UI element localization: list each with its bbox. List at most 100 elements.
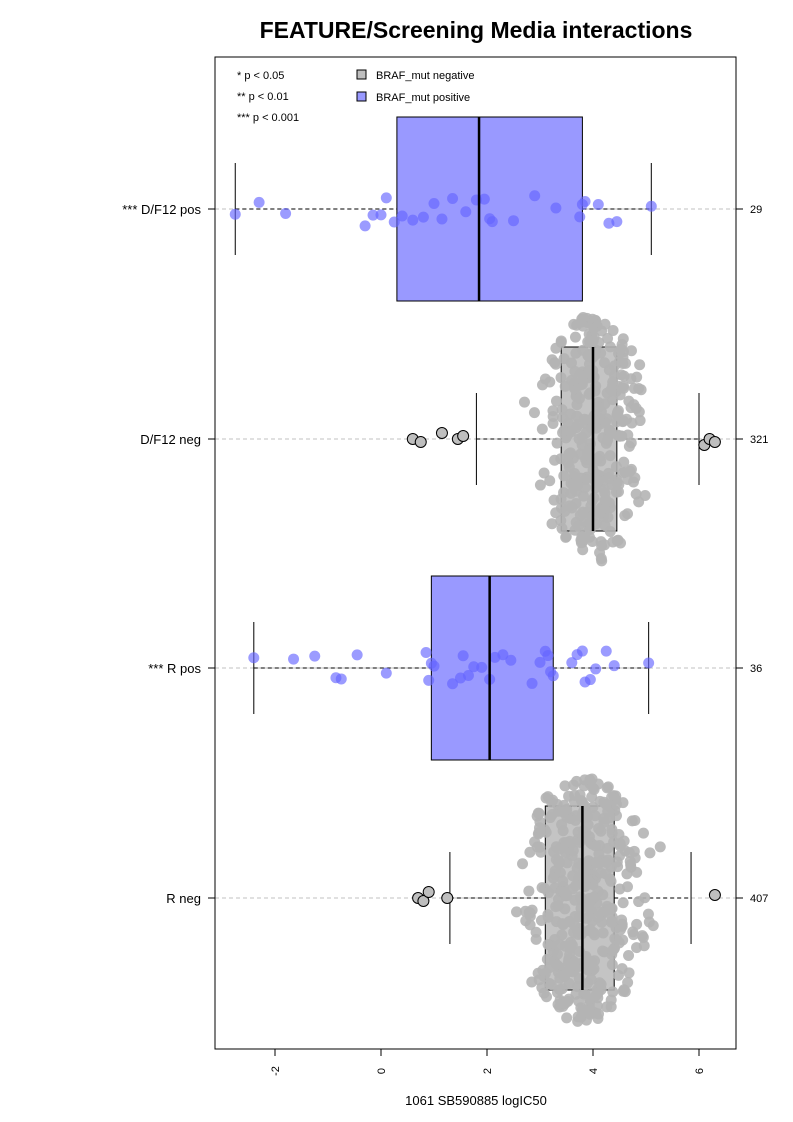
data-point [561,803,573,815]
data-point [593,1008,605,1020]
data-point [602,805,614,817]
data-point [539,824,551,836]
chart-title: FEATURE/Screening Media interactions [260,17,693,43]
data-point [602,434,614,446]
data-point [577,320,589,332]
data-point [617,897,629,909]
data-point [569,331,581,343]
legend-label: BRAF_mut positive [376,92,470,104]
data-point [559,780,571,792]
data-point [380,192,392,204]
data-point [560,531,572,543]
data-point [560,837,572,849]
data-point [539,883,551,895]
x-tick-label: 0 [376,1068,388,1074]
data-point [253,196,265,208]
data-point [559,968,571,980]
data-point [578,800,590,812]
x-axis-label: 1061 SB590885 logIC50 [405,1093,547,1108]
data-point [546,518,558,530]
data-point [551,437,563,449]
data-point [654,841,666,853]
data-point [567,478,579,490]
data-point [604,450,616,462]
data-point [280,208,292,220]
outlier-point [457,430,470,442]
data-point [613,828,625,840]
data-point [583,350,595,362]
data-point [528,407,540,419]
data-point [556,522,568,534]
data-point [645,200,657,212]
data-point [631,371,643,383]
x-tick-label: 6 [694,1068,706,1074]
category-label: R neg [166,891,201,906]
data-point [616,914,628,926]
significance-legend-item: ** p < 0.01 [237,91,289,103]
data-point [428,197,440,209]
data-point [592,401,604,413]
data-point [579,195,591,207]
data-point [588,784,600,796]
data-point [505,654,517,666]
outlier-point [441,892,454,904]
data-point [590,856,602,868]
data-point [460,206,472,218]
data-point [593,848,605,860]
data-point [388,216,400,228]
data-point [593,823,605,835]
data-point [555,453,567,465]
data-point [630,402,642,414]
data-point [636,930,648,942]
data-point [576,645,588,657]
data-point [519,905,531,917]
data-point [447,678,459,690]
x-tick-label: 4 [588,1068,600,1074]
data-point [623,440,635,452]
category-label: *** D/F12 pos [122,202,201,217]
data-point [614,850,626,862]
data-point [612,486,624,498]
data-point [581,810,593,822]
data-point [447,193,459,205]
data-point [476,661,488,673]
category-label: D/F12 neg [140,432,201,447]
data-point [626,417,638,429]
data-point [604,341,616,353]
data-point [634,359,646,371]
count-label: 407 [750,893,768,905]
data-point [559,380,571,392]
data-point [569,789,581,801]
data-point [517,858,529,870]
data-point [571,775,583,787]
data-point [575,1011,587,1023]
data-point [623,395,635,407]
data-point [602,332,614,344]
outlier-point [422,886,435,898]
data-point [615,343,627,355]
data-point [633,496,645,508]
data-point [615,924,627,936]
data-point [351,649,363,661]
data-point [428,660,440,672]
data-point [555,372,567,384]
data-point [565,487,577,499]
data-point [423,674,435,686]
data-point [536,982,548,994]
x-axis: -2 0 2 4 6 [270,1049,706,1076]
data-point [637,827,649,839]
data-point [550,395,562,407]
data-point [534,479,546,491]
data-point [577,506,589,518]
data-point [597,927,609,939]
data-point [547,411,559,423]
outlier-point [417,895,430,907]
data-point [367,209,379,221]
data-point [569,814,581,826]
data-point [534,656,546,668]
data-point [623,846,635,858]
data-point [578,867,590,879]
data-point [526,677,538,689]
data-point [560,940,572,952]
